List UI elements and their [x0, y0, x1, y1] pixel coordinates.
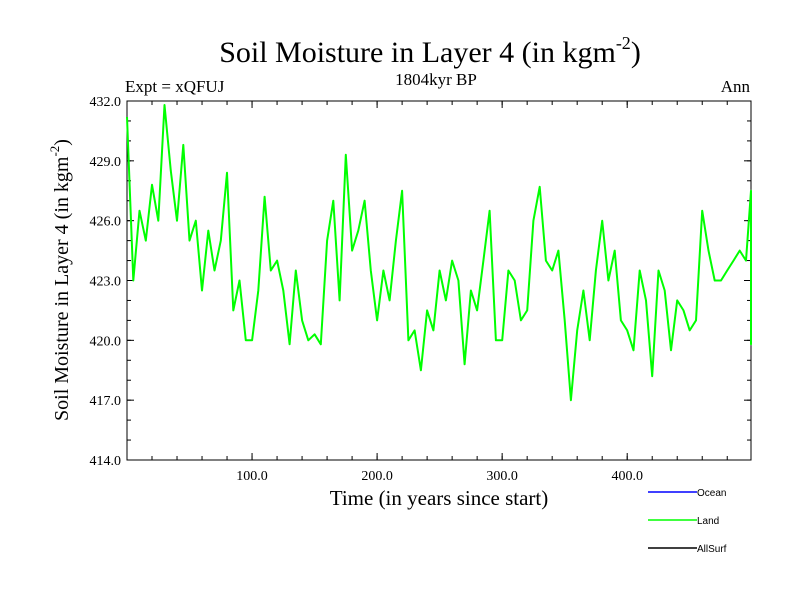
y-tick-label: 417.0 — [90, 394, 122, 409]
y-tick-label: 429.0 — [90, 155, 122, 170]
x-tick-label: 200.0 — [361, 469, 393, 484]
x-axis: 100.0 200.0 300.0 400.0 — [151, 101, 728, 484]
x-tick-label: 100.0 — [236, 469, 268, 484]
subtitle-left: Expt = xQFUJ — [125, 77, 225, 96]
x-axis-label: Time (in years since start) — [330, 486, 549, 510]
y-tick-label: 432.0 — [90, 95, 122, 110]
subtitle-right: Ann — [721, 77, 751, 96]
y-tick-label: 420.0 — [90, 334, 122, 349]
y-axis: 414.0 417.0 420.0 423.0 426.0 429.0 432.0 — [90, 95, 751, 469]
legend-label-land: Land — [697, 516, 719, 527]
y-tick-label: 414.0 — [90, 454, 122, 469]
y-axis-label: Soil Moisture in Layer 4 (in kgm-2) — [47, 139, 73, 421]
legend-label-ocean: Ocean — [697, 488, 726, 499]
subtitle-center: 1804kyr BP — [395, 70, 477, 89]
x-tick-label: 300.0 — [486, 469, 518, 484]
chart-title: Soil Moisture in Layer 4 (in kgm-2) — [219, 33, 641, 69]
legend-label-allsurf: AllSurf — [697, 544, 727, 555]
y-tick-label: 426.0 — [90, 215, 122, 230]
y-tick-label: 423.0 — [90, 275, 122, 290]
series-land-line — [126, 104, 752, 402]
legend: Ocean Land AllSurf — [648, 488, 727, 555]
x-tick-label: 400.0 — [611, 469, 643, 484]
